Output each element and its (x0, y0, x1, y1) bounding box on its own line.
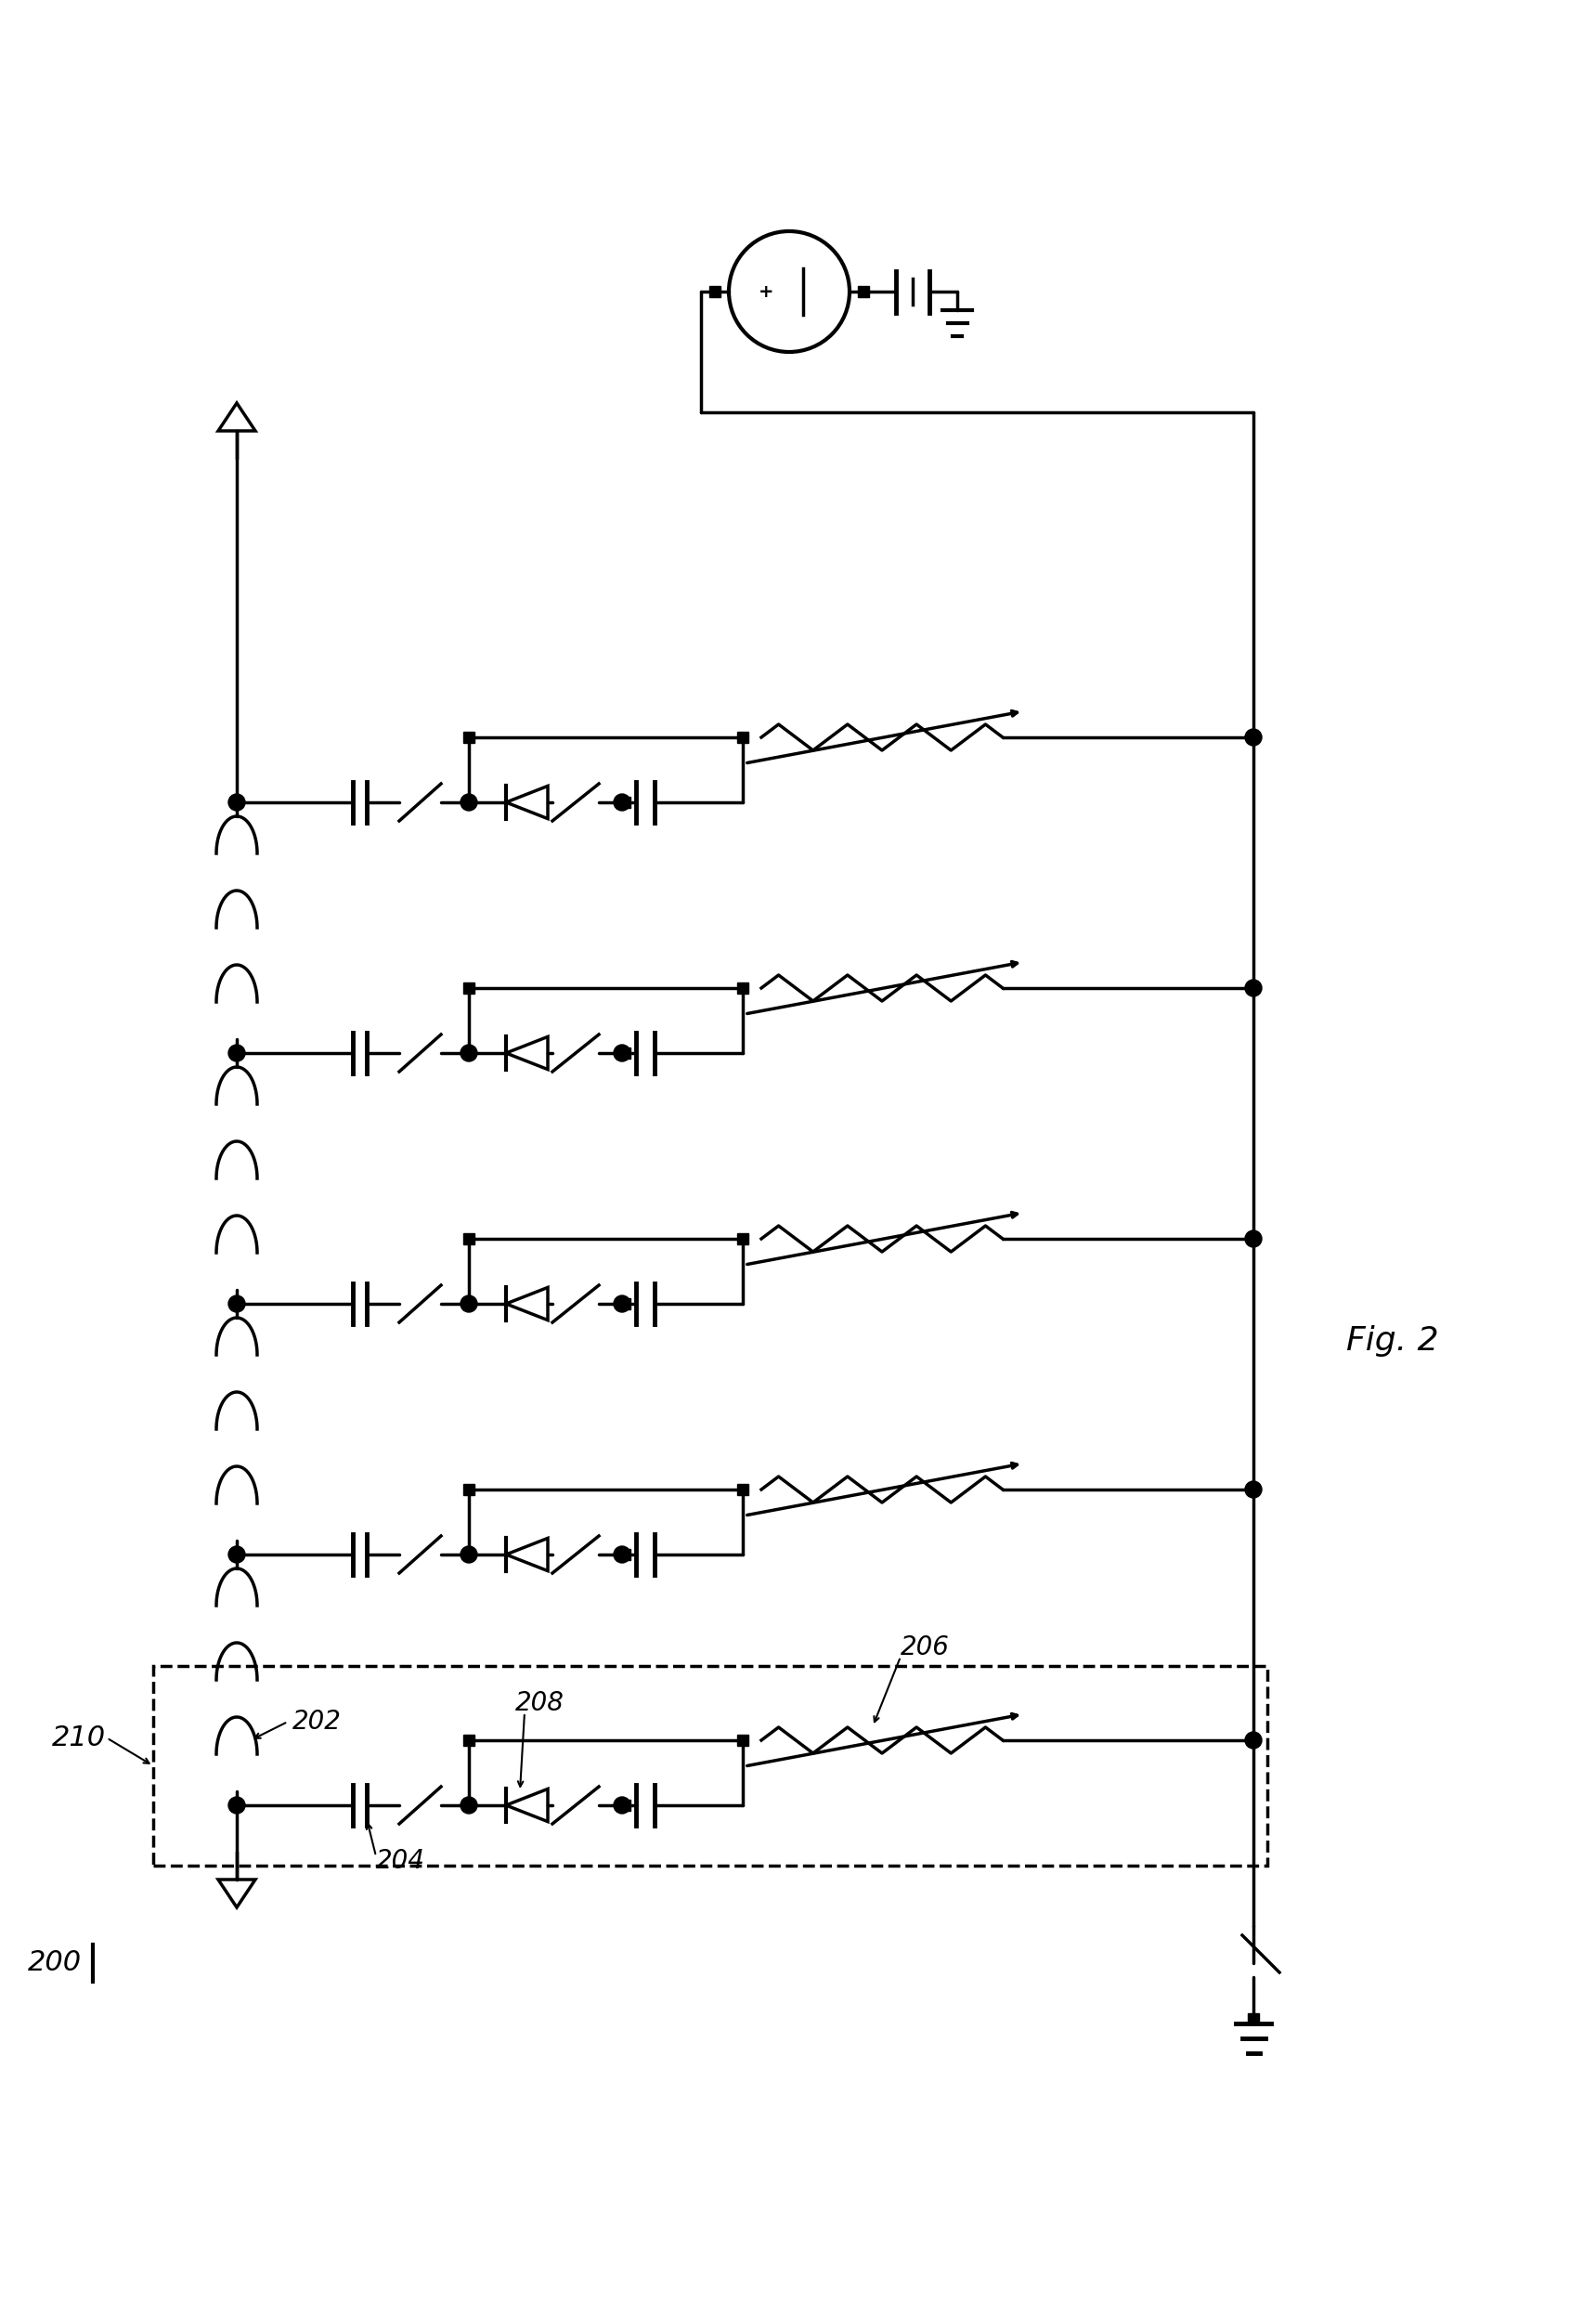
Circle shape (461, 1547, 477, 1563)
Bar (859, 285, 870, 296)
Bar (737, 1232, 749, 1244)
Circle shape (228, 1295, 246, 1313)
Bar (463, 732, 474, 743)
Circle shape (1245, 1230, 1262, 1246)
Bar (709, 285, 720, 296)
Circle shape (461, 1045, 477, 1061)
Circle shape (614, 1295, 630, 1313)
Bar (463, 1735, 474, 1746)
Circle shape (1245, 730, 1262, 746)
Text: 204: 204 (377, 1848, 425, 1874)
Circle shape (614, 1547, 630, 1563)
Text: 200: 200 (27, 1950, 81, 1976)
Text: 206: 206 (900, 1635, 950, 1661)
Circle shape (1245, 980, 1262, 996)
Bar (619, 1549, 630, 1561)
Circle shape (228, 1045, 246, 1061)
Bar (463, 1485, 474, 1496)
Circle shape (1245, 1732, 1262, 1749)
Circle shape (461, 1797, 477, 1813)
Circle shape (614, 1797, 630, 1813)
Text: +: + (758, 283, 774, 301)
Bar (153, 1665, 1267, 1867)
Circle shape (614, 794, 630, 811)
Bar (737, 1735, 749, 1746)
Bar (619, 1800, 630, 1811)
Bar (1248, 2013, 1259, 2024)
Bar (737, 732, 749, 743)
Text: 208: 208 (516, 1691, 565, 1716)
Circle shape (1245, 1482, 1262, 1498)
Bar (737, 982, 749, 994)
Circle shape (461, 1295, 477, 1313)
Circle shape (228, 1547, 246, 1563)
Bar (463, 1232, 474, 1244)
Circle shape (228, 794, 246, 811)
Circle shape (461, 794, 477, 811)
Bar (619, 1299, 630, 1309)
Bar (619, 797, 630, 808)
Bar (737, 1485, 749, 1496)
Text: Fig. 2: Fig. 2 (1347, 1325, 1438, 1357)
Bar (463, 982, 474, 994)
Text: 210: 210 (53, 1725, 105, 1751)
Bar (619, 1047, 630, 1058)
Circle shape (614, 1045, 630, 1061)
Circle shape (228, 1797, 246, 1813)
Text: 202: 202 (292, 1709, 342, 1735)
